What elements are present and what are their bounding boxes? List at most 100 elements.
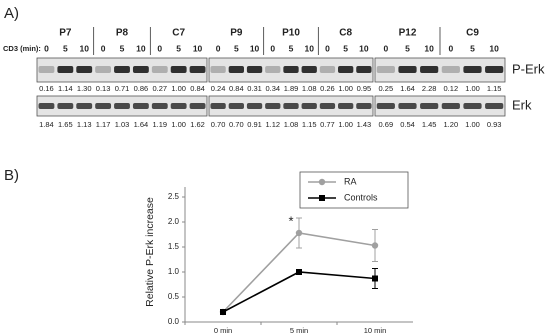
band — [76, 66, 93, 73]
group-label: P10 — [282, 28, 300, 39]
blot-strip — [374, 57, 506, 83]
band — [189, 103, 206, 109]
time-label: 5 — [405, 43, 410, 53]
band — [95, 66, 112, 73]
row-label: P-Erk — [512, 61, 545, 76]
quant-value: 1.00 — [338, 120, 353, 129]
legend-box — [299, 171, 409, 209]
quant-value: 0.54 — [400, 120, 415, 129]
quant-value: 0.27 — [152, 84, 167, 93]
quant-value: 1.12 — [265, 120, 280, 129]
band — [356, 103, 372, 109]
band — [246, 66, 263, 73]
band — [228, 66, 244, 73]
quant-value: 1.19 — [152, 120, 167, 129]
quant-value: 1.64 — [400, 84, 415, 93]
annotation: * — [288, 213, 293, 228]
time-label: 10 — [136, 43, 146, 53]
y-tick-label: 0.5 — [168, 292, 180, 301]
quant-value: 1.00 — [465, 120, 480, 129]
point — [220, 309, 226, 315]
legend-label: Controls — [344, 192, 378, 202]
time-label: 0 — [44, 43, 49, 53]
band — [95, 103, 112, 109]
quant-value: 0.84 — [190, 84, 205, 93]
time-label: 0 — [325, 43, 330, 53]
y-axis-label: Relative P-Erk increase — [144, 197, 156, 307]
quant-value: 1.00 — [338, 84, 353, 93]
band — [132, 103, 149, 109]
quant-value: 1.64 — [134, 120, 149, 129]
band — [376, 103, 395, 109]
band — [398, 103, 417, 109]
time-label: 10 — [193, 43, 203, 53]
quant-value: 1.03 — [115, 120, 130, 129]
band — [356, 66, 372, 73]
quant-value: 0.26 — [320, 84, 335, 93]
time-label: 5 — [470, 43, 475, 53]
band — [398, 66, 417, 73]
time-label: 0 — [270, 43, 275, 53]
point — [371, 242, 379, 249]
y-tick-label: 2.5 — [168, 192, 180, 201]
panel-label: A) — [4, 5, 19, 22]
x-tick-label: 10 min — [364, 326, 387, 335]
quant-value: 0.12 — [444, 84, 459, 93]
quant-value: 0.95 — [357, 84, 372, 93]
group-label: C9 — [466, 28, 479, 39]
quant-value: 0.84 — [229, 84, 244, 93]
series-line — [222, 271, 376, 313]
time-label: 0 — [216, 43, 221, 53]
quant-value: 1.08 — [302, 84, 317, 93]
band — [265, 66, 281, 73]
band — [38, 66, 55, 73]
quant-value: 1.45 — [422, 120, 437, 129]
band — [210, 103, 226, 109]
quant-value: 2.28 — [422, 84, 437, 93]
quant-value: 0.70 — [211, 120, 226, 129]
quant-value: 0.71 — [115, 84, 130, 93]
group-label: P7 — [59, 28, 72, 39]
band — [301, 66, 317, 73]
quant-value: 1.20 — [444, 120, 459, 129]
quant-value: 0.24 — [211, 84, 226, 93]
quant-value: 1.15 — [487, 84, 502, 93]
quant-value: 1.00 — [171, 84, 186, 93]
x-tick-label: 0 min — [214, 326, 232, 335]
time-label: 5 — [63, 43, 68, 53]
time-label: 10 — [424, 43, 434, 53]
time-label: 10 — [250, 43, 260, 53]
point — [372, 275, 378, 282]
quant-value: 1.13 — [77, 120, 92, 129]
band — [485, 66, 504, 73]
band — [319, 103, 336, 109]
quant-value: 1.00 — [171, 120, 186, 129]
band — [338, 103, 354, 109]
band — [420, 66, 439, 73]
quant-value: 0.93 — [487, 120, 502, 129]
time-label: 10 — [489, 43, 499, 53]
time-label: 5 — [176, 43, 181, 53]
quant-value: 0.13 — [96, 84, 111, 93]
band — [338, 66, 354, 73]
quant-value: 1.17 — [96, 120, 111, 129]
y-tick-label: 1.5 — [168, 242, 180, 251]
y-tick-label: 1.0 — [168, 267, 180, 276]
y-tick-label: 0.0 — [168, 317, 180, 326]
time-label: 10 — [359, 43, 369, 53]
quant-value: 0.25 — [379, 84, 394, 93]
band — [210, 66, 226, 73]
quant-value: 0.86 — [134, 84, 149, 93]
band — [57, 66, 74, 73]
time-label: 0 — [383, 43, 388, 53]
row-label: Erk — [512, 97, 532, 112]
quant-value: 0.91 — [247, 120, 262, 129]
band — [301, 103, 317, 109]
y-tick-label: 2.0 — [168, 217, 180, 226]
cd3-label: CD3 (min): — [3, 44, 41, 53]
quant-value: 1.08 — [284, 120, 299, 129]
band — [463, 66, 482, 73]
band — [151, 103, 168, 109]
time-label: 5 — [120, 43, 125, 53]
